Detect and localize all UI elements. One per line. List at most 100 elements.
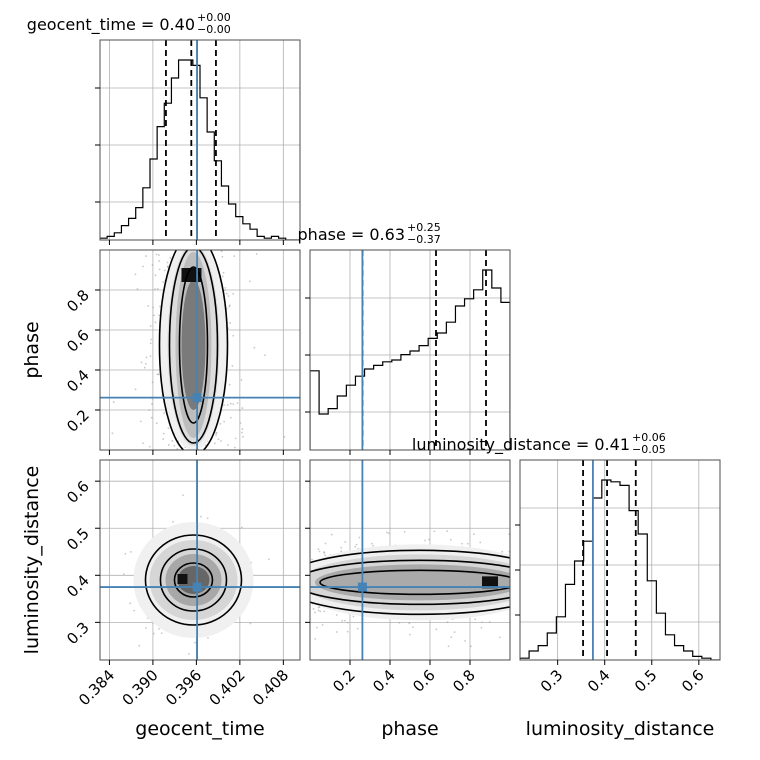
sample-point	[154, 288, 156, 291]
hist-bar	[150, 159, 157, 240]
hist-bar	[474, 290, 483, 450]
sample-point	[317, 606, 320, 609]
y-tick-label: 0.6	[63, 477, 93, 507]
sample-point	[150, 338, 153, 341]
sample-point	[164, 269, 166, 272]
sample-point	[398, 621, 401, 624]
contour-line	[144, 534, 243, 626]
sample-point	[498, 636, 501, 639]
panel-frame	[309, 459, 511, 661]
hist-title-luminosity_distance: luminosity_distance = 0.41 +0.06−0.05	[412, 431, 666, 456]
sample-point	[370, 542, 373, 545]
hist-bar	[365, 369, 374, 450]
hist-title: luminosity_distance = 0.41	[412, 435, 630, 455]
sample-point	[330, 533, 333, 536]
sample-point	[150, 416, 153, 419]
sample-point	[157, 254, 160, 257]
hist-bar	[611, 482, 620, 660]
contour-line	[158, 250, 229, 450]
sample-point	[227, 444, 229, 446]
sample-point	[433, 530, 436, 533]
sample-point	[385, 531, 388, 534]
panel-frame	[519, 459, 721, 661]
sample-point	[446, 621, 449, 623]
sample-point	[182, 494, 184, 497]
hist-bar	[179, 60, 186, 240]
x-tick-label: 0.384	[75, 666, 118, 709]
sample-point	[409, 633, 411, 636]
pair-panel-phase-luminosity_distance	[309, 459, 511, 661]
sample-point	[133, 609, 136, 612]
sample-point	[149, 342, 152, 345]
sample-point	[240, 379, 243, 381]
sample-point	[449, 538, 452, 541]
sample-point	[167, 427, 170, 430]
sample-point	[160, 632, 163, 635]
panel-frame	[99, 39, 301, 241]
sample-point	[435, 628, 438, 631]
sample-point	[447, 645, 450, 648]
hist-bar	[236, 217, 243, 240]
sample-point	[147, 305, 150, 307]
sample-point	[151, 264, 154, 266]
sample-point	[255, 252, 258, 255]
hist-bar	[401, 355, 410, 450]
hist-step-line	[100, 59, 300, 240]
hist-bar	[374, 365, 383, 450]
sample-point	[479, 541, 482, 544]
hist-bar	[250, 229, 257, 240]
sample-point	[356, 627, 359, 630]
sample-point	[152, 632, 155, 635]
hist-title-plus: +0.06	[632, 431, 666, 444]
hist-step-line	[310, 269, 510, 450]
hist-bar	[446, 322, 455, 450]
sample-point	[233, 446, 236, 449]
sample-point	[162, 281, 164, 283]
y-axis-label: phase	[21, 321, 43, 378]
contour-line	[173, 562, 214, 598]
sample-point	[241, 431, 243, 434]
sample-point	[340, 550, 343, 553]
sample-point	[283, 436, 286, 438]
sample-point	[229, 416, 232, 419]
density-peak	[181, 268, 202, 282]
sample-point	[344, 540, 347, 543]
sample-point	[372, 544, 375, 547]
hist-bar	[392, 360, 401, 450]
x-axis-label: geocent_time	[135, 718, 264, 740]
sample-point	[215, 434, 217, 437]
hist-bar	[529, 651, 538, 660]
sample-point	[159, 305, 161, 308]
sample-point	[323, 551, 326, 554]
sample-point	[145, 626, 147, 629]
hist-bar	[310, 371, 319, 450]
sample-point	[474, 618, 477, 621]
sample-point	[155, 253, 158, 256]
sample-point	[215, 432, 218, 434]
hist-bar	[465, 299, 474, 450]
x-tick-label: 0.2	[329, 666, 359, 696]
truth-marker	[192, 582, 202, 592]
sample-point	[122, 573, 125, 575]
sample-point	[346, 621, 349, 624]
sample-point	[228, 304, 231, 307]
sample-point	[112, 401, 115, 403]
sample-point	[424, 539, 426, 542]
sample-point	[176, 448, 179, 450]
hist-step-line	[520, 479, 720, 660]
sample-point	[207, 636, 209, 639]
x-axis-label: phase	[381, 718, 438, 740]
sample-point	[153, 314, 155, 317]
sample-point	[214, 442, 216, 445]
sample-point	[223, 420, 226, 423]
sample-point	[162, 432, 165, 435]
sample-point	[411, 626, 414, 629]
sample-point	[111, 432, 114, 435]
sample-point	[312, 608, 315, 610]
density-fill	[181, 280, 206, 410]
sample-point	[233, 255, 236, 257]
hist-bar	[136, 208, 143, 240]
sample-point	[472, 533, 475, 536]
sample-point	[145, 356, 148, 359]
hist-title-plus: +0.00	[197, 11, 231, 24]
